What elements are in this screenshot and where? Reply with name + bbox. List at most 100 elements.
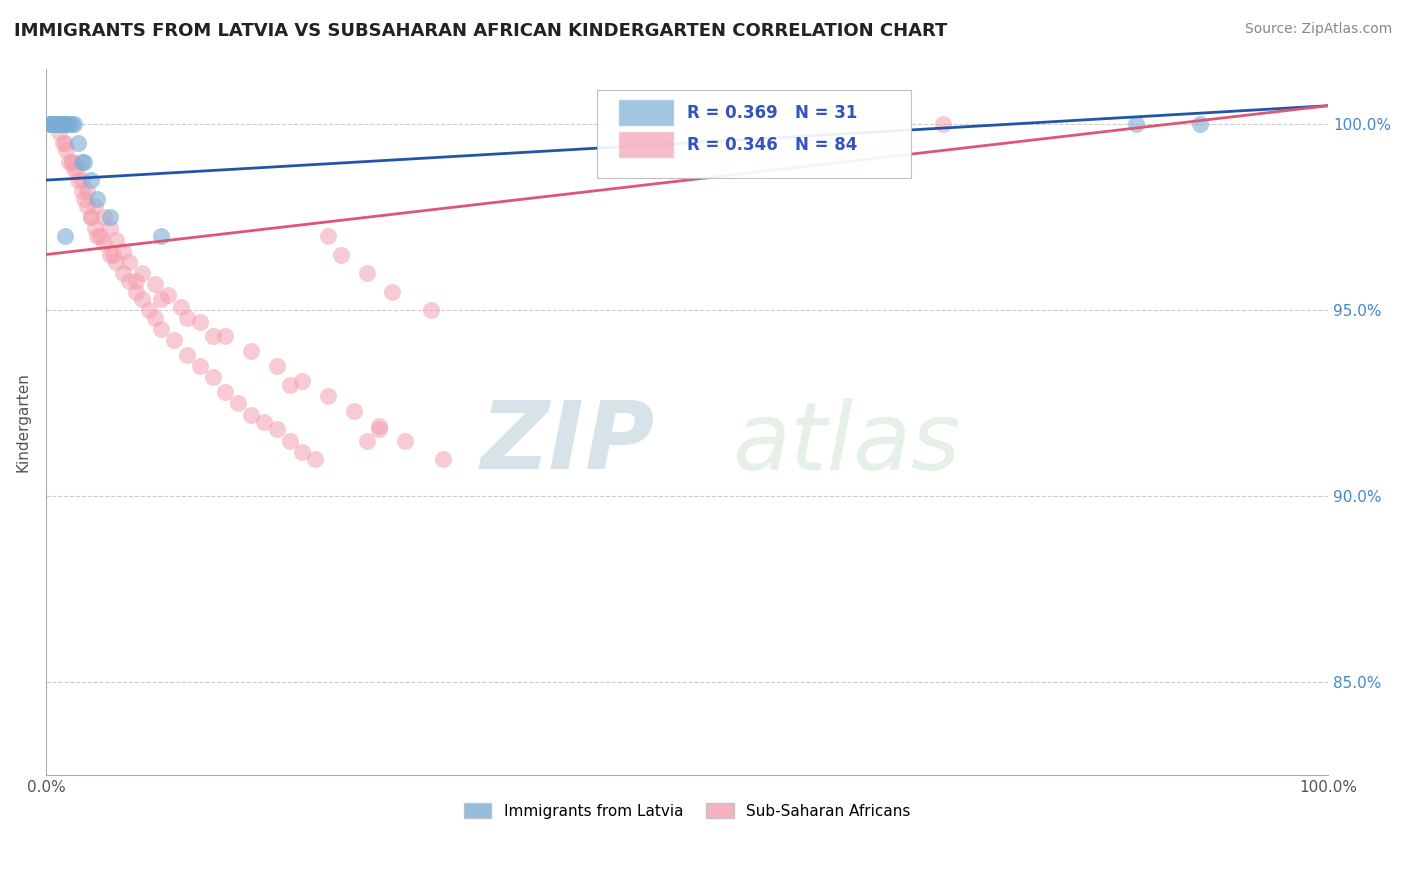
FancyBboxPatch shape bbox=[598, 90, 911, 178]
Point bbox=[48, 117, 70, 131]
Text: P: P bbox=[585, 397, 654, 489]
Point bbox=[316, 229, 339, 244]
Point bbox=[125, 285, 148, 299]
Text: R = 0.346   N = 84: R = 0.346 N = 84 bbox=[688, 136, 858, 153]
Point bbox=[98, 221, 121, 235]
Point bbox=[98, 247, 121, 261]
Point bbox=[138, 303, 160, 318]
Point bbox=[53, 117, 76, 131]
Point bbox=[176, 348, 198, 362]
Point bbox=[45, 117, 67, 131]
Point bbox=[51, 117, 73, 131]
Point bbox=[291, 374, 314, 388]
Point bbox=[42, 117, 65, 131]
Point bbox=[291, 444, 314, 458]
Point bbox=[39, 117, 62, 131]
Point bbox=[278, 377, 301, 392]
Point bbox=[66, 136, 89, 150]
Point bbox=[111, 244, 134, 258]
Point bbox=[214, 385, 236, 400]
Point bbox=[368, 418, 391, 433]
Point bbox=[80, 211, 103, 225]
Point bbox=[105, 233, 128, 247]
Point bbox=[66, 173, 89, 187]
Point bbox=[48, 117, 70, 131]
Point bbox=[131, 266, 153, 280]
Point bbox=[66, 161, 89, 176]
Point bbox=[1188, 117, 1211, 131]
Point bbox=[143, 277, 166, 292]
Point bbox=[60, 154, 83, 169]
Point bbox=[329, 247, 352, 261]
Point bbox=[240, 408, 263, 422]
Point bbox=[150, 322, 173, 336]
Point bbox=[44, 117, 66, 131]
Point bbox=[188, 314, 211, 328]
Point bbox=[432, 452, 454, 467]
Point bbox=[63, 161, 86, 176]
Point bbox=[93, 236, 115, 251]
Text: Source: ZipAtlas.com: Source: ZipAtlas.com bbox=[1244, 22, 1392, 37]
Point bbox=[51, 117, 73, 131]
Point bbox=[70, 154, 93, 169]
Point bbox=[51, 117, 73, 131]
Point bbox=[52, 136, 75, 150]
Text: ZI: ZI bbox=[481, 397, 585, 489]
Point bbox=[304, 452, 326, 467]
Point bbox=[176, 310, 198, 325]
Point bbox=[419, 303, 441, 318]
Point bbox=[343, 404, 366, 418]
Point bbox=[52, 117, 75, 131]
Point bbox=[1125, 117, 1147, 131]
Point bbox=[70, 173, 93, 187]
Point bbox=[60, 117, 83, 131]
Point bbox=[394, 434, 416, 448]
Point bbox=[125, 274, 148, 288]
Point bbox=[53, 229, 76, 244]
Point bbox=[101, 247, 124, 261]
Point bbox=[86, 192, 108, 206]
Point bbox=[201, 329, 224, 343]
Point bbox=[45, 117, 67, 131]
Point bbox=[86, 229, 108, 244]
Point bbox=[45, 117, 67, 131]
Point bbox=[76, 184, 98, 198]
Text: IMMIGRANTS FROM LATVIA VS SUBSAHARAN AFRICAN KINDERGARTEN CORRELATION CHART: IMMIGRANTS FROM LATVIA VS SUBSAHARAN AFR… bbox=[14, 22, 948, 40]
Point bbox=[188, 359, 211, 373]
Point bbox=[42, 117, 65, 131]
Point bbox=[316, 389, 339, 403]
Text: atlas: atlas bbox=[733, 398, 960, 489]
Point bbox=[156, 288, 179, 302]
Point bbox=[226, 396, 249, 410]
Point bbox=[63, 117, 86, 131]
Point bbox=[83, 199, 105, 213]
Point bbox=[39, 117, 62, 131]
Point bbox=[368, 422, 391, 436]
Point bbox=[150, 292, 173, 306]
Point bbox=[38, 117, 60, 131]
Point bbox=[118, 274, 141, 288]
Y-axis label: Kindergarten: Kindergarten bbox=[15, 372, 30, 472]
Point bbox=[266, 422, 288, 436]
Point bbox=[266, 359, 288, 373]
Point bbox=[48, 117, 70, 131]
Point bbox=[76, 199, 98, 213]
Point bbox=[83, 221, 105, 235]
Point bbox=[73, 154, 96, 169]
Point bbox=[98, 211, 121, 225]
Point bbox=[278, 434, 301, 448]
Point bbox=[169, 300, 191, 314]
Point bbox=[53, 136, 76, 150]
Point bbox=[214, 329, 236, 343]
Point bbox=[105, 255, 128, 269]
Point bbox=[381, 285, 404, 299]
Point bbox=[89, 229, 111, 244]
Text: R = 0.369   N = 31: R = 0.369 N = 31 bbox=[688, 104, 858, 122]
Point bbox=[356, 266, 378, 280]
Point bbox=[58, 117, 80, 131]
Point bbox=[143, 310, 166, 325]
Point bbox=[356, 434, 378, 448]
Point bbox=[70, 184, 93, 198]
Point bbox=[111, 266, 134, 280]
Point bbox=[201, 370, 224, 384]
